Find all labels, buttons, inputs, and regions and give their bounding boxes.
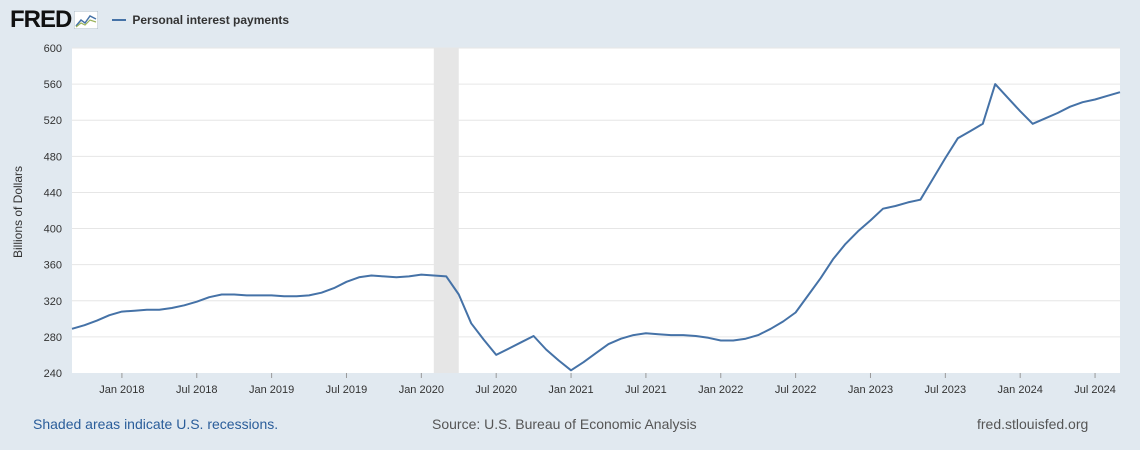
x-tick-label: Jul 2020 bbox=[475, 384, 517, 396]
y-tick-label: 240 bbox=[44, 368, 62, 380]
chart-header: FRED Personal interest payments bbox=[10, 6, 289, 34]
x-tick-label: Jan 2019 bbox=[249, 384, 294, 396]
source-note: Source: U.S. Bureau of Economic Analysis bbox=[432, 416, 697, 432]
x-tick-label: Jul 2018 bbox=[176, 384, 218, 396]
x-tick-label: Jan 2024 bbox=[998, 384, 1043, 396]
x-tick-label: Jan 2023 bbox=[848, 384, 893, 396]
x-tick-label: Jan 2022 bbox=[698, 384, 743, 396]
y-axis-label: Billions of Dollars bbox=[11, 166, 25, 258]
x-tick-label: Jul 2021 bbox=[625, 384, 667, 396]
y-tick-label: 440 bbox=[44, 187, 62, 199]
x-tick-label: Jan 2021 bbox=[548, 384, 593, 396]
x-tick-label: Jan 2020 bbox=[399, 384, 444, 396]
recession-note[interactable]: Shaded areas indicate U.S. recessions. bbox=[33, 416, 279, 432]
series-line-personal-interest-payments[interactable] bbox=[71, 83, 1121, 372]
y-tick-label: 480 bbox=[44, 151, 62, 163]
y-tick-label: 600 bbox=[44, 43, 62, 55]
trend-graph-icon bbox=[74, 11, 99, 29]
legend-swatch bbox=[112, 19, 127, 21]
y-tick-label: 320 bbox=[44, 296, 62, 308]
y-tick-label: 360 bbox=[44, 260, 62, 272]
gridlines bbox=[72, 47, 1120, 338]
plot-area bbox=[72, 48, 1120, 373]
site-link[interactable]: fred.stlouisfed.org bbox=[977, 416, 1089, 432]
x-tick-label: Jul 2024 bbox=[1074, 384, 1116, 396]
y-tick-label: 560 bbox=[44, 79, 62, 91]
y-axis-ticks: 240 280 320 360 400 440 480 520 560 600 bbox=[44, 43, 62, 380]
legend[interactable]: Personal interest payments bbox=[112, 13, 289, 27]
recession-shading bbox=[433, 48, 459, 373]
legend-label: Personal interest payments bbox=[132, 13, 290, 27]
x-tick-label: Jul 2022 bbox=[775, 384, 817, 396]
y-tick-label: 280 bbox=[44, 332, 62, 344]
x-axis-ticks: Jan 2018 Jul 2018 Jan 2019 Jul 2019 Jan 2020… bbox=[99, 373, 1116, 396]
recession-band-0 bbox=[433, 48, 459, 373]
x-tick-label: Jan 2018 bbox=[99, 384, 144, 396]
fred-logo[interactable]: FRED bbox=[10, 6, 72, 33]
y-tick-label: 520 bbox=[44, 115, 62, 127]
y-tick-label: 400 bbox=[44, 224, 62, 236]
x-tick-label: Jul 2019 bbox=[326, 384, 368, 396]
x-tick-label: Jul 2023 bbox=[925, 384, 967, 396]
